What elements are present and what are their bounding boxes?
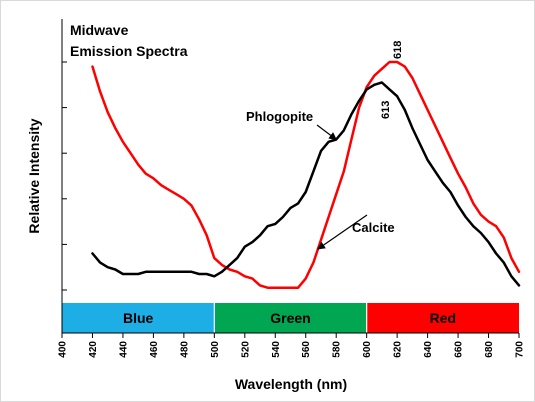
peak-label-618: 618 xyxy=(392,41,404,59)
x-tick-label: 600 xyxy=(362,341,373,358)
band-green xyxy=(214,303,367,333)
annotation-calcite: Calcite xyxy=(352,220,395,235)
x-tick-label: 500 xyxy=(210,341,221,358)
x-axis-ticks xyxy=(61,333,520,338)
x-tick-label: 660 xyxy=(454,341,465,358)
series-lines xyxy=(91,60,521,289)
band-blue xyxy=(62,303,215,333)
chart-title-line-2: Emission Spectra xyxy=(70,43,188,59)
x-tick-label: 400 xyxy=(58,341,69,358)
x-tick-label: 420 xyxy=(88,341,99,358)
y-axis-title: Relative Intensity xyxy=(26,118,42,233)
annotation-arrow-phlogopite xyxy=(316,124,337,141)
y-axis-ticks xyxy=(62,61,67,291)
annotation-arrow-calcite xyxy=(317,214,368,250)
annotation-phlogopite: Phlogopite xyxy=(246,109,313,124)
x-axis-title: Wavelength (nm) xyxy=(235,376,347,392)
x-tick-label: 700 xyxy=(515,341,526,358)
band-label-green: Green xyxy=(270,310,310,326)
band-label-blue: Blue xyxy=(123,310,154,326)
x-tick-label: 580 xyxy=(332,341,343,358)
x-tick-label: 540 xyxy=(271,341,282,358)
x-tick-label: 440 xyxy=(118,341,129,358)
chart-title: Midwave Emission Spectra xyxy=(70,22,188,59)
x-tick-label: 620 xyxy=(393,341,404,358)
peak-label-613: 613 xyxy=(380,101,392,119)
x-tick-label: 480 xyxy=(179,341,190,358)
x-tick-label: 560 xyxy=(301,341,312,358)
series-line-phlogopite xyxy=(91,81,521,287)
x-tick-label: 520 xyxy=(240,341,251,358)
color-bands: Blue Green Red xyxy=(62,303,519,333)
x-tick-label: 640 xyxy=(423,341,434,358)
x-tick-labels: 400 420 440 460 480 500 520 540 560 580 600 620 640 6… xyxy=(58,341,526,358)
chart-title-line-1: Midwave xyxy=(70,22,129,38)
band-label-red: Red xyxy=(430,310,456,326)
x-tick-label: 460 xyxy=(149,341,160,358)
x-tick-label: 680 xyxy=(484,341,495,358)
band-red xyxy=(366,303,519,333)
series-line-calcite xyxy=(91,60,521,289)
annotations: Phlogopite Calcite 613 618 xyxy=(246,41,404,250)
